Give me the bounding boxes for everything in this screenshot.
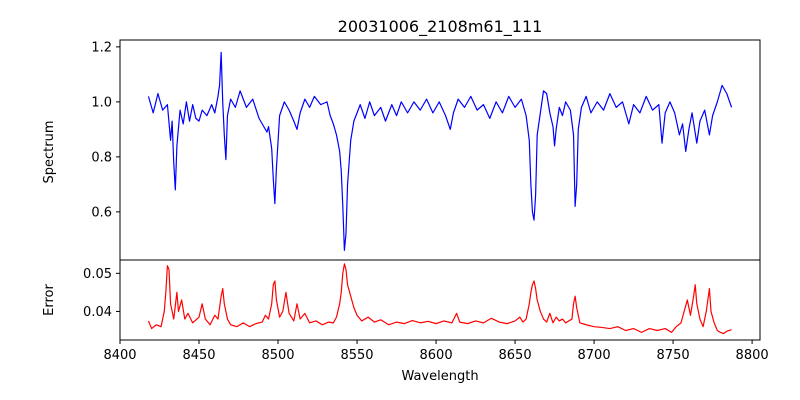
figure-title: 20031006_2108m61_111 bbox=[338, 17, 543, 37]
spectrum-ylabel: Spectrum bbox=[42, 121, 57, 184]
xtick-label: 8550 bbox=[340, 348, 373, 363]
spectrum-series-line bbox=[147, 51, 733, 251]
error-ytick-label: 0.04 bbox=[83, 305, 112, 320]
error-axes-frame bbox=[119, 259, 761, 341]
error-series-line bbox=[147, 263, 732, 335]
xtick-label: 8650 bbox=[499, 348, 532, 363]
spectrum-ytick-label: 1.2 bbox=[91, 40, 112, 55]
spectrum-ytick-label: 0.6 bbox=[91, 205, 112, 220]
error-ylabel: Error bbox=[42, 284, 57, 316]
spectrum-ytick-label: 1.0 bbox=[91, 95, 112, 110]
xtick-label: 8800 bbox=[736, 348, 769, 363]
spectrum-ytick-label: 0.8 bbox=[91, 150, 112, 165]
error-panel: 0.04 0.05 8400 8450 8500 8550 8600 8650 8700 8750… bbox=[83, 259, 769, 363]
error-ytick-label: 0.05 bbox=[83, 267, 112, 282]
xtick-label: 8400 bbox=[103, 348, 136, 363]
xtick-label: 8450 bbox=[182, 348, 215, 363]
xtick-label: 8600 bbox=[420, 348, 453, 363]
xlabel-wavelength: Wavelength bbox=[401, 369, 478, 384]
xtick-label: 8500 bbox=[261, 348, 294, 363]
xtick-label: 8750 bbox=[657, 348, 690, 363]
xtick-label: 8700 bbox=[578, 348, 611, 363]
